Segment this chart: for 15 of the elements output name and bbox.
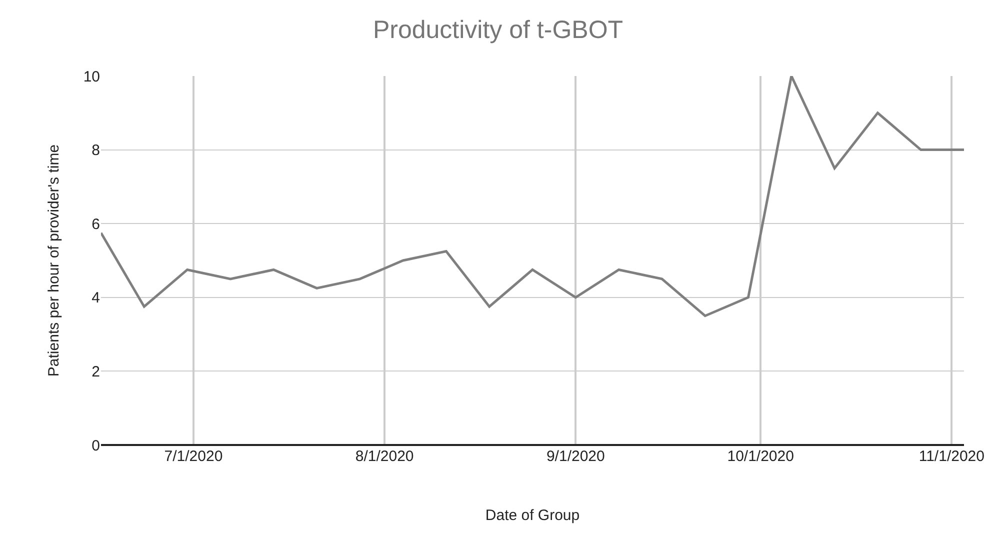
y-tick-label: 6 [92, 216, 100, 233]
x-tick-label: 11/1/2020 [918, 448, 984, 465]
x-tick-label: 9/1/2020 [546, 448, 605, 465]
y-tick-label: 8 [92, 142, 100, 160]
x-tick-label: 8/1/2020 [355, 448, 414, 465]
chart-title: Productivity of t-GBOT [372, 16, 624, 44]
line-series [101, 76, 964, 318]
x-tick-label: 10/1/2020 [727, 448, 794, 465]
y-axis-title: Patients per hour of provider's time [46, 144, 63, 377]
y-tick-label: 10 [83, 68, 100, 86]
x-axis-title: Date of Group [485, 507, 580, 524]
y-tick-label: 2 [92, 363, 100, 380]
y-tick-label: 4 [92, 290, 100, 307]
y-tick-label: 0 [92, 437, 100, 454]
x-tick-label: 7/1/2020 [164, 448, 223, 465]
